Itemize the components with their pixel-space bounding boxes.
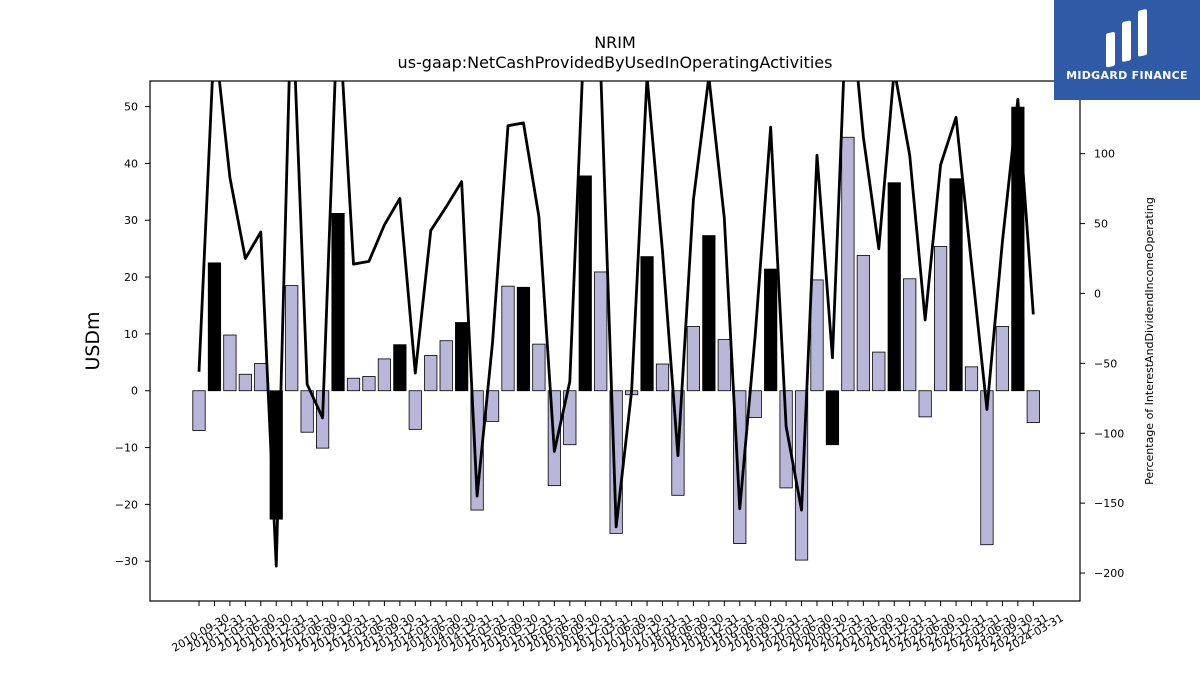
bar-2023-06-30: [980, 390, 994, 546]
bar-2022-03-31: [903, 278, 917, 392]
bar-2021-12-31: [887, 182, 901, 392]
bar-2012-12-31: [331, 213, 345, 392]
y-tick-label-right: −150: [1094, 497, 1124, 510]
y-axis-label-right: Percentage of InterestAndDividendIncomeO…: [1143, 197, 1156, 485]
bar-2013-12-31: [393, 344, 407, 392]
bar-2010-12-31: [207, 262, 222, 392]
bar-2018-03-31: [655, 363, 670, 392]
bar-2011-03-31: [223, 334, 237, 392]
logo-wordmark: MIDGARD FINANCE: [1066, 69, 1188, 82]
bar-2014-12-31: [455, 322, 469, 392]
bar-2022-09-30: [934, 245, 948, 392]
y-tick-label-right: −200: [1094, 567, 1124, 580]
bar-2016-12-31: [578, 175, 592, 392]
bar-2016-09-30: [563, 390, 577, 446]
bar-2018-09-30: [686, 326, 701, 392]
bar-2018-12-31: [702, 235, 716, 392]
bar-2023-03-31: [964, 366, 979, 392]
bar-2013-09-30: [377, 358, 392, 392]
percentage-line: [197, 81, 1035, 568]
y-tick-label-left: 10: [124, 328, 138, 341]
y-tick-label-left: 40: [124, 157, 138, 170]
line-layer: [197, 81, 1035, 568]
bar-2021-09-30: [872, 351, 886, 392]
bar-2020-12-31: [825, 390, 840, 446]
bar-2019-12-31: [764, 268, 778, 392]
bar-2019-03-31: [717, 339, 731, 392]
bar-2014-09-30: [439, 340, 453, 392]
bar-2015-09-30: [501, 285, 515, 392]
bar-2022-12-31: [949, 178, 963, 392]
bar-2014-03-31: [408, 390, 422, 430]
y-tick-label-right: 100: [1094, 148, 1115, 161]
y-tick-label-left: 0: [131, 385, 138, 398]
y-axis-label-left: USDm: [82, 311, 104, 370]
bar-2020-09-30: [810, 279, 824, 392]
bar-2011-09-30: [254, 363, 268, 392]
bar-2021-06-30: [856, 255, 870, 392]
bar-2010-09-30: [192, 390, 206, 431]
midgard-logo-mark-icon: [1106, 9, 1147, 68]
y-tick-label-right: 0: [1094, 287, 1101, 300]
axes-layer: −30−20−1001020304050−200−150−100−5005010…: [115, 80, 1124, 655]
bar-2011-06-30: [238, 373, 252, 392]
bar-2017-03-31: [594, 271, 608, 392]
bars-layer: [192, 106, 1040, 561]
bar-2014-06-30: [424, 355, 438, 392]
y-tick-label-left: 50: [124, 101, 138, 114]
chart-title-line-2: us-gaap:NetCashProvidedByUsedInOperating…: [398, 53, 833, 72]
bar-2024-03-31: [1026, 390, 1040, 423]
y-tick-label-right: 50: [1094, 218, 1108, 231]
bar-2012-03-31: [285, 285, 299, 392]
plot-frame: [149, 80, 1081, 602]
bar-2017-12-31: [640, 256, 654, 392]
bar-2021-03-31: [841, 136, 855, 392]
midgard-finance-logo: MIDGARD FINANCE: [1054, 0, 1200, 100]
bar-2016-03-31: [532, 343, 546, 392]
chart-title-line-1: NRIM: [594, 33, 636, 52]
y-tick-label-right: −100: [1094, 427, 1124, 440]
y-tick-label-left: −30: [115, 555, 138, 568]
bar-2012-06-30: [300, 390, 314, 433]
y-tick-label-left: −10: [115, 442, 138, 455]
bar-2015-12-31: [516, 286, 531, 392]
bar-2022-06-30: [918, 390, 932, 418]
bar-2013-03-31: [346, 377, 361, 392]
bar-2023-09-30: [995, 326, 1010, 392]
y-tick-label-left: −20: [115, 498, 138, 511]
y-tick-label-right: −50: [1094, 357, 1117, 370]
bar-2020-03-31: [779, 390, 793, 489]
y-tick-label-left: 30: [124, 214, 138, 227]
y-tick-label-left: 20: [124, 271, 138, 284]
bar-2013-06-30: [362, 376, 376, 392]
